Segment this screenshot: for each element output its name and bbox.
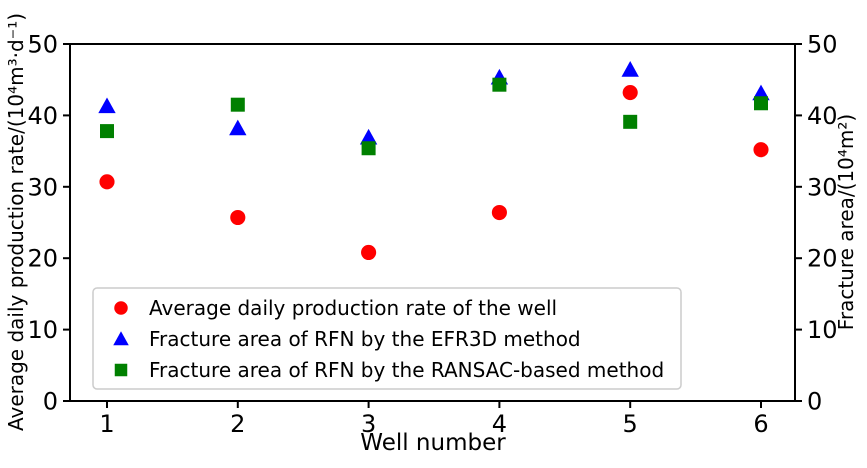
data-point-triangle xyxy=(359,128,378,145)
data-point-circle xyxy=(491,204,507,221)
right-y-tick-label: 30 xyxy=(807,173,838,201)
data-point-circle xyxy=(753,142,769,158)
left-y-tick-label: 10 xyxy=(27,316,58,344)
x-tick-label: 1 xyxy=(99,410,114,438)
legend-label: Fracture area of RFN by the RANSAC-based… xyxy=(149,358,664,382)
legend-marker-square xyxy=(114,363,128,377)
x-tick-label: 2 xyxy=(230,410,245,438)
right-y-tick-label: 0 xyxy=(807,388,822,416)
data-point-circle xyxy=(99,174,115,190)
left-y-tick-label: 50 xyxy=(27,31,58,59)
left-y-tick-label: 30 xyxy=(27,173,58,201)
left-y-tick-label: 40 xyxy=(27,102,58,130)
data-point-square xyxy=(754,96,768,111)
legend-box xyxy=(92,287,682,390)
right-y-tick-label: 10 xyxy=(807,316,838,344)
legend-label: Fracture area of RFN by the EFR3D method xyxy=(149,327,581,351)
left-axis-title: Average daily production rate/(10⁴m³·d⁻¹… xyxy=(4,12,28,432)
data-point-square xyxy=(492,77,507,92)
plot-border xyxy=(69,43,796,402)
data-point-square xyxy=(230,97,245,112)
data-point-square xyxy=(623,114,638,129)
right-y-tick-label: 50 xyxy=(807,31,838,59)
legend-marker-triangle xyxy=(113,331,129,346)
data-point-square xyxy=(361,141,376,156)
data-point-circle xyxy=(230,209,246,226)
data-point-triangle xyxy=(229,119,247,136)
x-tick-label: 3 xyxy=(361,410,376,438)
x-axis-title: Well number xyxy=(360,430,506,456)
data-point-triangle xyxy=(98,97,116,114)
x-tick-label: 6 xyxy=(753,410,768,438)
right-y-tick-label: 20 xyxy=(807,245,838,273)
data-point-circle xyxy=(622,84,638,101)
x-tick-label: 4 xyxy=(492,410,507,438)
left-y-tick-label: 0 xyxy=(43,388,58,416)
data-point-circle xyxy=(361,244,377,261)
data-point-triangle xyxy=(621,61,639,77)
left-y-tick-label: 20 xyxy=(27,245,58,273)
right-y-tick-label: 40 xyxy=(807,102,838,130)
data-point-square xyxy=(100,124,114,139)
x-tick-label: 5 xyxy=(623,410,638,438)
legend-label: Average daily production rate of the wel… xyxy=(149,296,557,320)
legend-marker-circle xyxy=(114,301,128,315)
right-axis-title: Fracture area/(10⁴m²) xyxy=(834,113,858,331)
